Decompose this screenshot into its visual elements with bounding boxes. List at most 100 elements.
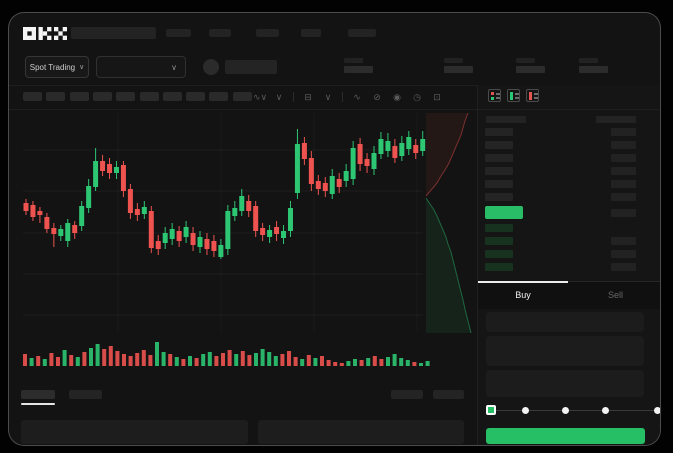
header-divider bbox=[9, 85, 660, 86]
candle-body bbox=[176, 231, 182, 241]
draw-tool-icon[interactable]: ⊘ bbox=[373, 91, 381, 102]
okx-logo[interactable] bbox=[23, 26, 67, 41]
book-asks-icon[interactable] bbox=[526, 89, 539, 102]
stat-group bbox=[344, 58, 374, 76]
bid-row-amount[interactable] bbox=[611, 263, 636, 271]
slider-stop[interactable] bbox=[561, 407, 569, 414]
market-type-selector[interactable]: Spot Trading ∨ bbox=[25, 56, 89, 78]
ask-row-price[interactable] bbox=[485, 193, 513, 201]
tab-buy[interactable]: Buy bbox=[515, 290, 531, 300]
bottom-tab-2[interactable] bbox=[69, 390, 102, 399]
candlestick-chart[interactable] bbox=[23, 113, 475, 333]
buy-submit-button[interactable] bbox=[486, 428, 645, 444]
price-row-amount bbox=[611, 209, 636, 217]
volume-chart[interactable] bbox=[23, 341, 435, 367]
volume-bar bbox=[95, 344, 100, 366]
volume-bar bbox=[181, 359, 186, 366]
bid-row-amount[interactable] bbox=[611, 250, 636, 258]
timeframe-button[interactable] bbox=[209, 92, 229, 101]
ask-row-price[interactable] bbox=[485, 167, 513, 175]
last-price-bar[interactable] bbox=[485, 206, 523, 219]
ask-row-amount[interactable] bbox=[611, 167, 636, 175]
compare-icon[interactable]: ∨ bbox=[275, 91, 283, 102]
chart-type-chevron-icon[interactable]: ∨ bbox=[324, 91, 332, 102]
nav-item[interactable] bbox=[348, 29, 376, 37]
nav-item[interactable] bbox=[301, 29, 321, 37]
token-icon bbox=[203, 59, 219, 75]
volume-bar bbox=[29, 358, 34, 366]
candle-body bbox=[169, 229, 175, 239]
market-type-label: Spot Trading bbox=[29, 62, 76, 72]
tab-sell[interactable]: Sell bbox=[607, 290, 623, 300]
slider-stop[interactable] bbox=[521, 407, 529, 414]
candle-body bbox=[399, 143, 405, 156]
fullscreen-icon[interactable]: ⊡ bbox=[433, 91, 441, 102]
slider-stop[interactable] bbox=[601, 407, 609, 414]
bid-row-amount[interactable] bbox=[611, 237, 636, 245]
candle-body bbox=[364, 159, 370, 166]
nav-item[interactable] bbox=[166, 29, 191, 37]
volume-bar bbox=[353, 359, 357, 366]
timeframe-button[interactable] bbox=[232, 92, 252, 101]
timeframe-button[interactable] bbox=[92, 92, 112, 101]
timeframe-button[interactable] bbox=[116, 92, 136, 101]
orderbook-panel: Buy Sell bbox=[477, 85, 660, 445]
ask-row-price[interactable] bbox=[485, 180, 513, 188]
bottom-right-control-1[interactable] bbox=[391, 390, 423, 399]
volume-bar bbox=[247, 355, 252, 366]
bottom-panel[interactable] bbox=[21, 420, 248, 444]
ask-row-price[interactable] bbox=[485, 128, 513, 136]
candle-body bbox=[281, 231, 287, 238]
ask-row-price[interactable] bbox=[485, 141, 513, 149]
pair-dropdown[interactable]: ∨ bbox=[96, 56, 186, 78]
order-input-field[interactable] bbox=[486, 312, 644, 332]
volume-bar bbox=[155, 342, 159, 366]
timeframe-button[interactable] bbox=[162, 92, 182, 101]
ask-row-amount[interactable] bbox=[611, 180, 636, 188]
order-input-field[interactable] bbox=[486, 336, 644, 366]
candle-body bbox=[239, 196, 245, 211]
timeframe-button[interactable] bbox=[186, 92, 206, 101]
timeframe-button[interactable] bbox=[23, 92, 42, 101]
volume-bar bbox=[108, 346, 113, 366]
volume-bar bbox=[42, 359, 47, 366]
bottom-panel[interactable] bbox=[258, 420, 464, 444]
snapshot-icon[interactable]: ◉ bbox=[393, 91, 401, 102]
order-input-field[interactable] bbox=[486, 370, 644, 397]
book-bids-icon[interactable] bbox=[507, 89, 520, 102]
candle-body bbox=[134, 209, 140, 215]
stat-value-placeholder bbox=[516, 66, 545, 73]
volume-bar bbox=[379, 359, 384, 366]
candle-style-icon[interactable]: ⊟ bbox=[304, 91, 312, 102]
bid-row-price[interactable] bbox=[485, 263, 513, 271]
timeframe-button[interactable] bbox=[46, 92, 66, 101]
bid-bar bbox=[510, 92, 513, 100]
indicators-icon[interactable]: ∿∨ bbox=[253, 91, 268, 102]
ask-row-amount[interactable] bbox=[611, 193, 636, 201]
line-tool-icon[interactable]: ∿ bbox=[353, 91, 361, 102]
volume-bar bbox=[168, 354, 173, 366]
slider-stop[interactable] bbox=[653, 407, 660, 414]
bid-row-price[interactable] bbox=[485, 250, 513, 258]
search-bar-placeholder[interactable] bbox=[71, 27, 156, 39]
ask-row-amount[interactable] bbox=[611, 141, 636, 149]
timeframe-button[interactable] bbox=[139, 92, 159, 101]
ask-row-amount[interactable] bbox=[611, 128, 636, 136]
bid-row-price[interactable] bbox=[485, 237, 513, 245]
bottom-right-control-2[interactable] bbox=[433, 390, 464, 399]
bottom-tab-active[interactable] bbox=[21, 390, 55, 399]
volume-bar bbox=[56, 357, 60, 366]
ask-row-amount[interactable] bbox=[611, 154, 636, 162]
nav-item[interactable] bbox=[209, 29, 231, 37]
book-both-icon[interactable] bbox=[488, 89, 501, 102]
volume-bar bbox=[346, 361, 351, 366]
candle-body bbox=[274, 227, 280, 234]
volume-bar bbox=[62, 350, 67, 366]
replay-icon[interactable]: ◷ bbox=[413, 91, 421, 102]
amount-slider-handle[interactable] bbox=[486, 405, 496, 415]
amount-slider-track[interactable] bbox=[491, 410, 657, 411]
bid-row-price[interactable] bbox=[485, 224, 513, 232]
nav-item[interactable] bbox=[256, 29, 279, 37]
timeframe-button[interactable] bbox=[69, 92, 89, 101]
ask-row-price[interactable] bbox=[485, 154, 513, 162]
